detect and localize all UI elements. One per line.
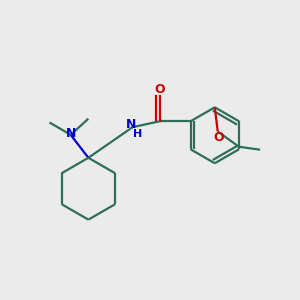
Text: O: O	[213, 131, 224, 144]
Text: H: H	[133, 129, 142, 139]
Text: N: N	[65, 127, 76, 140]
Text: O: O	[154, 83, 165, 96]
Text: N: N	[126, 118, 136, 131]
